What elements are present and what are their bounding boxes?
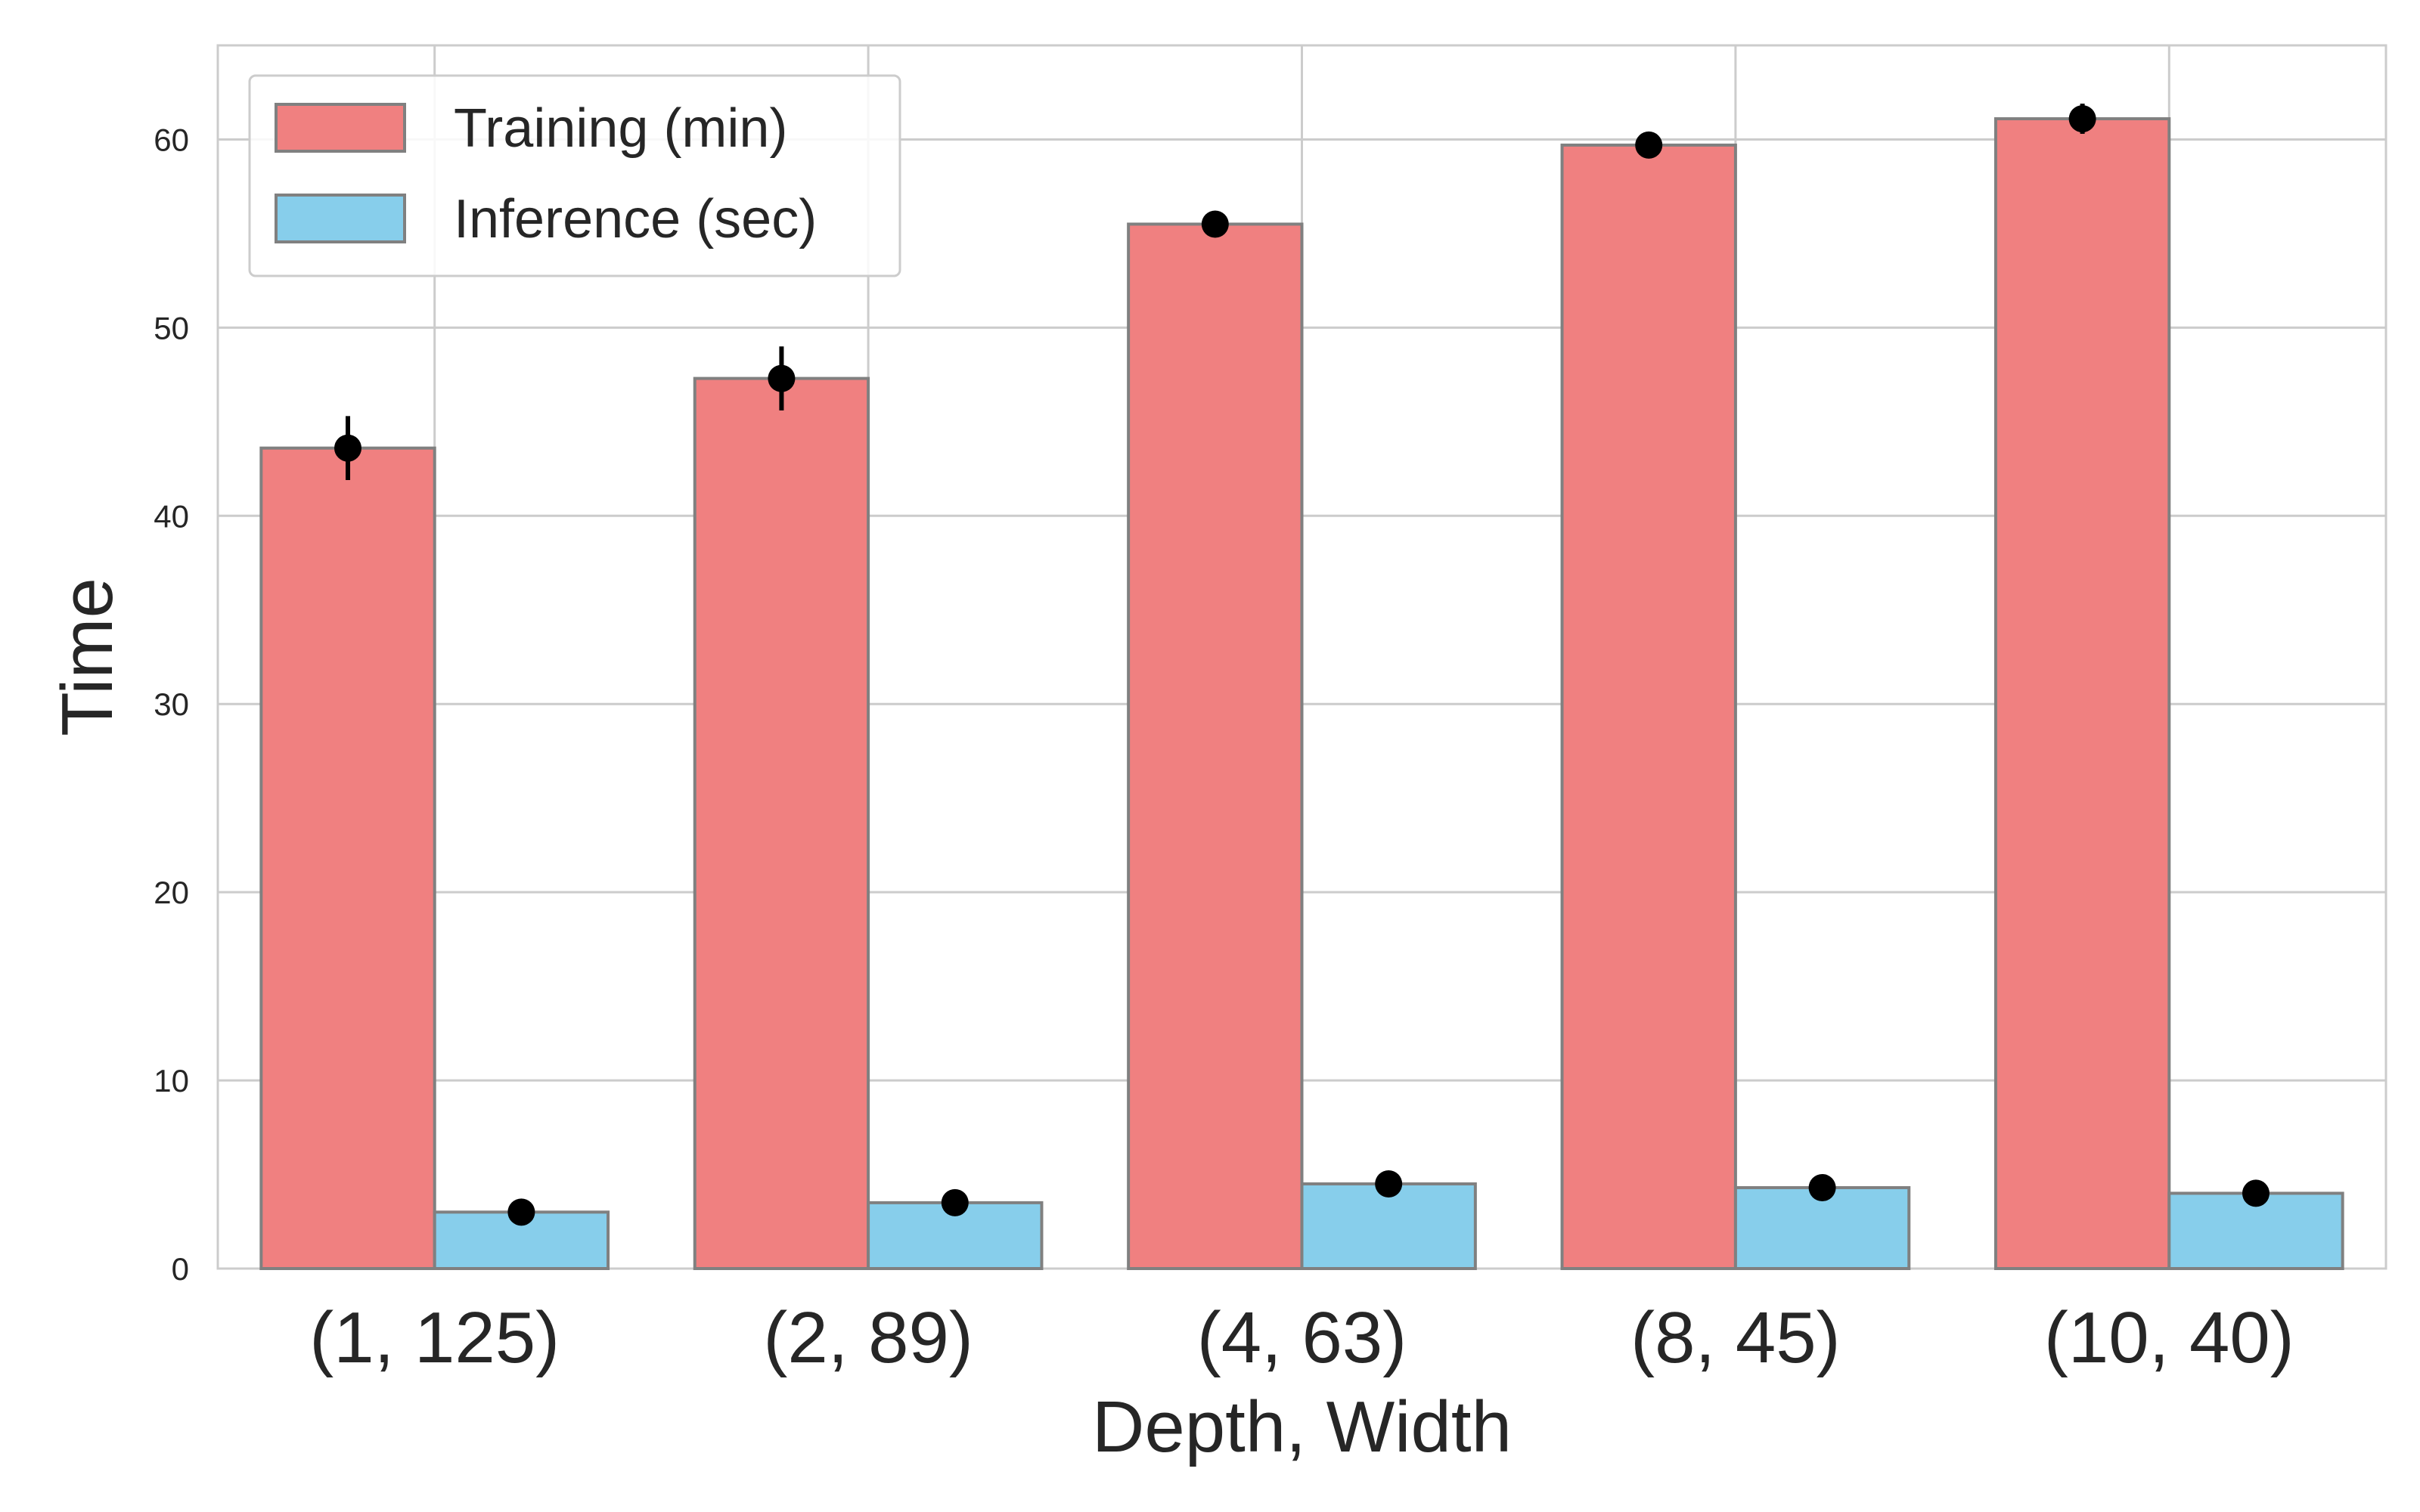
error-point-training	[2068, 105, 2096, 133]
y-tick-label: 10	[154, 1063, 189, 1098]
error-point-inference	[1375, 1170, 1403, 1198]
y-axis-label: Time	[47, 578, 128, 736]
x-axis-ticks: (1, 125) (2, 89) (4, 63) (8, 45) (10, 40)	[309, 1297, 2294, 1378]
y-tick-label: 30	[154, 686, 189, 722]
y-tick-label: 60	[154, 122, 189, 157]
error-point-training	[1201, 210, 1229, 238]
error-point-training	[768, 364, 796, 392]
y-tick-label: 40	[154, 498, 189, 534]
bar-training	[693, 376, 870, 1270]
legend-swatch-training	[275, 103, 406, 153]
error-point-training	[334, 434, 362, 462]
error-point-training	[1635, 131, 1663, 159]
y-tick-label: 50	[154, 310, 189, 345]
bar-training	[1560, 143, 1737, 1271]
legend-box	[248, 74, 901, 277]
error-bars	[334, 104, 2270, 1226]
y-tick-label: 0	[172, 1251, 189, 1287]
y-axis-ticks: 0 10 20 30 40 50 60	[154, 122, 189, 1287]
error-point-inference	[941, 1188, 969, 1216]
x-tick-label: (8, 45)	[1630, 1297, 1840, 1378]
error-point-inference	[1808, 1173, 1836, 1201]
error-point-inference	[2242, 1179, 2270, 1207]
x-tick-label: (2, 89)	[763, 1297, 973, 1378]
y-tick-label: 20	[154, 875, 189, 910]
x-tick-label: (1, 125)	[309, 1297, 560, 1378]
x-tick-label: (10, 40)	[2044, 1297, 2294, 1378]
x-axis-label: Depth, Width	[1092, 1387, 1512, 1467]
x-tick-label: (4, 63)	[1197, 1297, 1407, 1378]
bar-training	[1993, 117, 2171, 1271]
bar-training	[259, 446, 436, 1270]
bars	[259, 117, 2344, 1271]
error-point-inference	[507, 1198, 535, 1226]
bar-training	[1127, 222, 1304, 1270]
legend-label-inference: Inference (sec)	[454, 189, 817, 249]
legend: Training (min) Inference (sec)	[248, 74, 901, 277]
legend-label-training: Training (min)	[454, 98, 787, 159]
legend-swatch-inference	[275, 194, 406, 243]
